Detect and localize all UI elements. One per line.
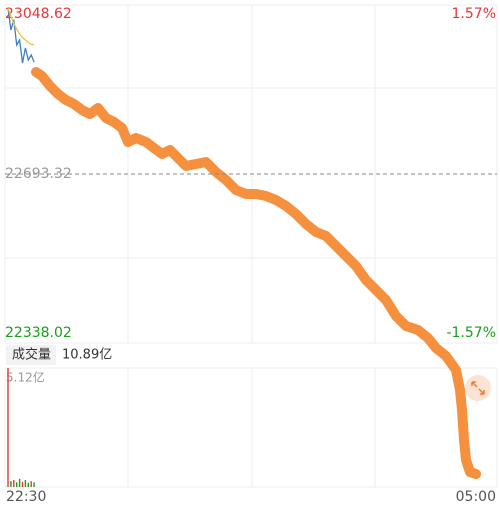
expand-button[interactable] — [465, 375, 491, 401]
volume-bar — [16, 482, 18, 487]
x-tick-label: 22:30 — [6, 489, 46, 505]
volume-bar — [10, 481, 12, 487]
volume-bar — [33, 482, 35, 487]
price-line — [7, 7, 35, 46]
volume-bar — [18, 478, 21, 487]
price-line — [7, 7, 35, 64]
volume-bar — [30, 481, 32, 487]
volume-label: 成交量 — [12, 347, 51, 363]
volume-bar — [13, 480, 15, 487]
y-tick-label: 22338.02 — [5, 325, 72, 341]
y2-tick-label: 1.57% — [452, 6, 496, 22]
expand-icon — [471, 381, 485, 395]
volume-bar — [24, 480, 27, 487]
volume-tick-label: 5.12亿 — [6, 370, 45, 385]
volume-bar — [7, 368, 9, 487]
y-tick-label: 23048.62 — [5, 6, 72, 22]
x-tick-label: 05:00 — [456, 489, 496, 505]
volume-bar — [27, 482, 29, 487]
annotation-stroke — [31, 67, 481, 479]
volume-tag — [6, 345, 56, 365]
y2-tick-label: -1.57% — [446, 325, 496, 341]
volume-bar — [21, 481, 24, 487]
volume-total: 10.89亿 — [62, 348, 112, 363]
y-tick-label: 22693.32 — [5, 166, 72, 182]
